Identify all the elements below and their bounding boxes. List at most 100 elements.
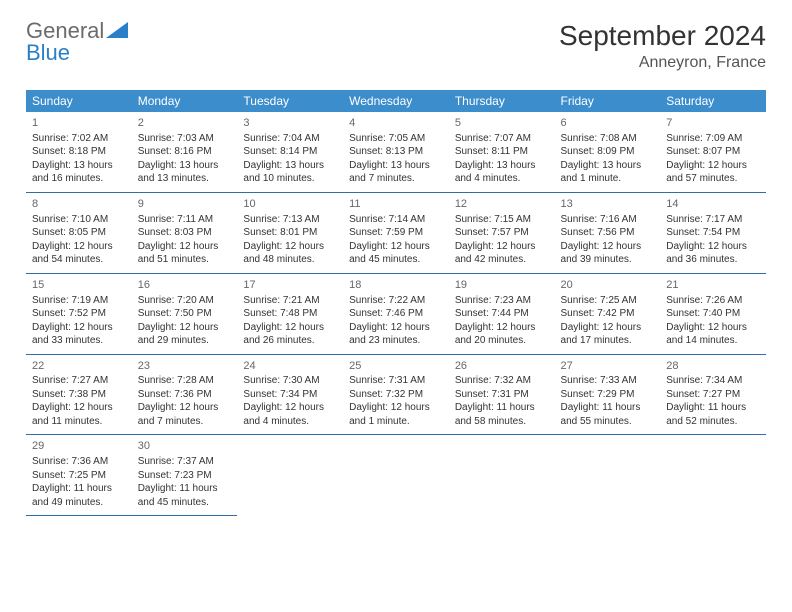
day-detail: Sunset: 7:56 PM [561, 226, 655, 240]
calendar-day-cell: 30Sunrise: 7:37 AMSunset: 7:23 PMDayligh… [132, 435, 238, 516]
day-detail: Sunrise: 7:16 AM [561, 213, 655, 227]
day-detail: Daylight: 13 hours [349, 159, 443, 173]
calendar-day-cell: 16Sunrise: 7:20 AMSunset: 7:50 PMDayligh… [132, 273, 238, 354]
day-detail: Sunrise: 7:11 AM [138, 213, 232, 227]
day-header: Wednesday [343, 90, 449, 112]
day-number: 5 [455, 116, 549, 131]
day-detail: Daylight: 12 hours [561, 321, 655, 335]
day-detail: Daylight: 12 hours [561, 240, 655, 254]
day-detail: Sunrise: 7:36 AM [32, 455, 126, 469]
day-number: 28 [666, 359, 760, 374]
day-number: 15 [32, 278, 126, 293]
day-detail: Daylight: 12 hours [666, 240, 760, 254]
day-detail: Sunset: 7:59 PM [349, 226, 443, 240]
calendar-day-cell: 8Sunrise: 7:10 AMSunset: 8:05 PMDaylight… [26, 192, 132, 273]
calendar-day-cell: 7Sunrise: 7:09 AMSunset: 8:07 PMDaylight… [660, 112, 766, 192]
day-detail: Sunrise: 7:02 AM [32, 132, 126, 146]
calendar-day-cell: 10Sunrise: 7:13 AMSunset: 8:01 PMDayligh… [237, 192, 343, 273]
calendar-day-cell [449, 435, 555, 516]
calendar-day-cell: 12Sunrise: 7:15 AMSunset: 7:57 PMDayligh… [449, 192, 555, 273]
day-header: Sunday [26, 90, 132, 112]
day-detail: Daylight: 12 hours [32, 401, 126, 415]
day-detail: Daylight: 12 hours [32, 321, 126, 335]
day-detail: Daylight: 13 hours [32, 159, 126, 173]
calendar-day-cell: 23Sunrise: 7:28 AMSunset: 7:36 PMDayligh… [132, 354, 238, 435]
day-detail: Sunrise: 7:21 AM [243, 294, 337, 308]
day-detail: Sunset: 7:25 PM [32, 469, 126, 483]
day-detail: Daylight: 12 hours [32, 240, 126, 254]
day-detail: Sunset: 7:52 PM [32, 307, 126, 321]
day-number: 4 [349, 116, 443, 131]
calendar-week-row: 1Sunrise: 7:02 AMSunset: 8:18 PMDaylight… [26, 112, 766, 192]
day-detail: and 29 minutes. [138, 334, 232, 348]
day-detail: and 16 minutes. [32, 172, 126, 186]
day-detail: Sunset: 8:14 PM [243, 145, 337, 159]
calendar-day-cell: 24Sunrise: 7:30 AMSunset: 7:34 PMDayligh… [237, 354, 343, 435]
day-number: 20 [561, 278, 655, 293]
day-detail: Sunrise: 7:25 AM [561, 294, 655, 308]
day-detail: Sunset: 7:54 PM [666, 226, 760, 240]
calendar-day-cell [237, 435, 343, 516]
calendar-day-cell: 26Sunrise: 7:32 AMSunset: 7:31 PMDayligh… [449, 354, 555, 435]
day-detail: Sunrise: 7:07 AM [455, 132, 549, 146]
day-detail: Sunrise: 7:26 AM [666, 294, 760, 308]
day-number: 19 [455, 278, 549, 293]
day-detail: Daylight: 13 hours [561, 159, 655, 173]
calendar-day-cell: 11Sunrise: 7:14 AMSunset: 7:59 PMDayligh… [343, 192, 449, 273]
day-header: Saturday [660, 90, 766, 112]
day-detail: Daylight: 11 hours [138, 482, 232, 496]
day-number: 30 [138, 439, 232, 454]
day-detail: Sunrise: 7:33 AM [561, 374, 655, 388]
day-number: 29 [32, 439, 126, 454]
day-number: 9 [138, 197, 232, 212]
day-detail: Sunrise: 7:27 AM [32, 374, 126, 388]
day-detail: and 36 minutes. [666, 253, 760, 267]
day-detail: Daylight: 12 hours [138, 321, 232, 335]
day-detail: Sunset: 7:42 PM [561, 307, 655, 321]
day-detail: Sunrise: 7:17 AM [666, 213, 760, 227]
day-detail: Sunset: 8:18 PM [32, 145, 126, 159]
day-detail: and 45 minutes. [349, 253, 443, 267]
calendar-day-cell: 28Sunrise: 7:34 AMSunset: 7:27 PMDayligh… [660, 354, 766, 435]
day-detail: Daylight: 11 hours [666, 401, 760, 415]
day-detail: Daylight: 12 hours [243, 240, 337, 254]
calendar-day-cell: 21Sunrise: 7:26 AMSunset: 7:40 PMDayligh… [660, 273, 766, 354]
day-detail: Daylight: 12 hours [349, 401, 443, 415]
day-number: 11 [349, 197, 443, 212]
calendar-day-cell: 17Sunrise: 7:21 AMSunset: 7:48 PMDayligh… [237, 273, 343, 354]
title-block: September 2024 Anneyron, France [559, 20, 766, 72]
day-detail: Sunset: 8:05 PM [32, 226, 126, 240]
day-detail: Sunset: 7:38 PM [32, 388, 126, 402]
day-detail: and 11 minutes. [32, 415, 126, 429]
day-detail: Sunrise: 7:37 AM [138, 455, 232, 469]
day-detail: Sunrise: 7:28 AM [138, 374, 232, 388]
day-number: 18 [349, 278, 443, 293]
day-detail: Daylight: 11 hours [561, 401, 655, 415]
calendar-day-cell: 18Sunrise: 7:22 AMSunset: 7:46 PMDayligh… [343, 273, 449, 354]
day-detail: Daylight: 12 hours [349, 321, 443, 335]
day-detail: and 10 minutes. [243, 172, 337, 186]
day-detail: Daylight: 12 hours [243, 321, 337, 335]
day-detail: Sunset: 8:13 PM [349, 145, 443, 159]
day-detail: Sunrise: 7:34 AM [666, 374, 760, 388]
day-detail: Sunrise: 7:30 AM [243, 374, 337, 388]
day-detail: Sunset: 7:29 PM [561, 388, 655, 402]
day-detail: Sunset: 7:50 PM [138, 307, 232, 321]
day-header: Friday [555, 90, 661, 112]
day-detail: and 13 minutes. [138, 172, 232, 186]
day-detail: and 39 minutes. [561, 253, 655, 267]
day-number: 10 [243, 197, 337, 212]
day-detail: Sunrise: 7:31 AM [349, 374, 443, 388]
calendar-day-cell [555, 435, 661, 516]
day-detail: and 42 minutes. [455, 253, 549, 267]
day-detail: and 51 minutes. [138, 253, 232, 267]
day-detail: Daylight: 13 hours [138, 159, 232, 173]
day-detail: Sunrise: 7:05 AM [349, 132, 443, 146]
day-detail: Sunrise: 7:03 AM [138, 132, 232, 146]
calendar-week-row: 22Sunrise: 7:27 AMSunset: 7:38 PMDayligh… [26, 354, 766, 435]
calendar-week-row: 15Sunrise: 7:19 AMSunset: 7:52 PMDayligh… [26, 273, 766, 354]
day-detail: Sunrise: 7:23 AM [455, 294, 549, 308]
logo-text: General Blue [26, 20, 128, 64]
day-detail: and 1 minute. [561, 172, 655, 186]
day-detail: Sunset: 7:57 PM [455, 226, 549, 240]
